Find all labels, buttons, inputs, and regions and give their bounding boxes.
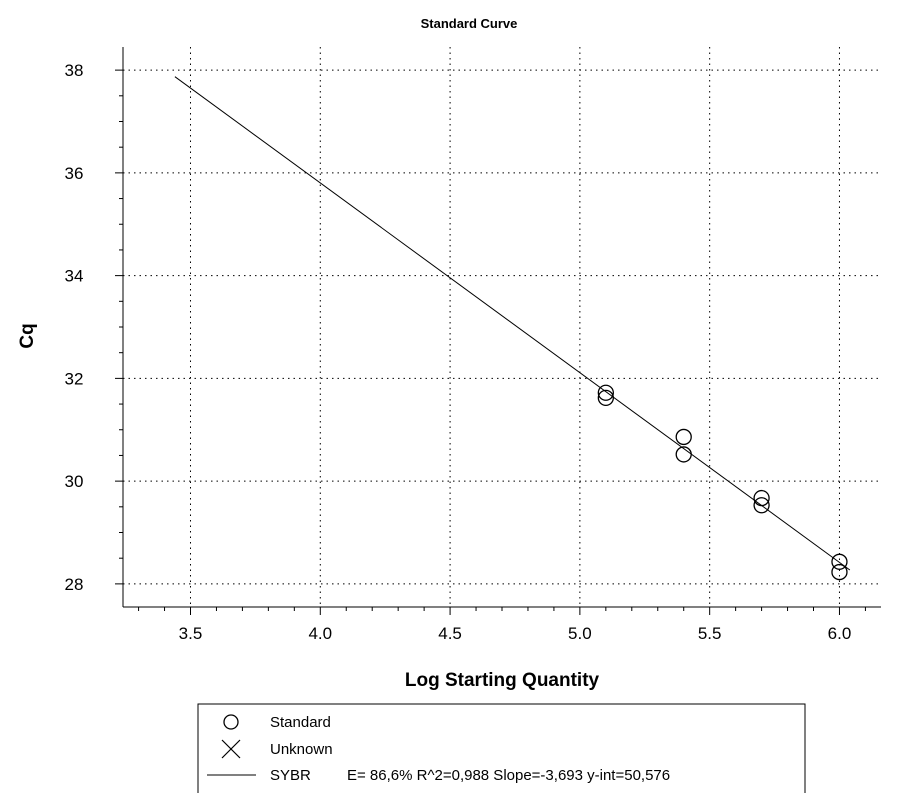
legend: Standard Unknown SYBR E= 86,6% R^2=0,988… <box>198 704 805 793</box>
y-tick-label: 36 <box>65 164 84 183</box>
standard-point <box>676 429 691 444</box>
legend-standard-label: Standard <box>270 714 331 731</box>
legend-unknown-label: Unknown <box>270 741 333 758</box>
standard-point <box>832 565 847 580</box>
x-tick-label: 6.0 <box>828 624 852 643</box>
regression-line <box>175 77 850 570</box>
y-axis-label: Cq <box>17 323 38 348</box>
x-axis-label: Log Starting Quantity <box>405 670 600 691</box>
legend-fit-name: SYBR <box>270 767 311 784</box>
data-points <box>598 385 847 579</box>
x-tick-label: 4.0 <box>308 624 332 643</box>
chart-title: Standard Curve <box>421 16 518 31</box>
y-tick-label: 32 <box>65 369 84 388</box>
grid-lines <box>123 47 881 607</box>
y-tick-label: 28 <box>65 575 84 594</box>
x-tick-label: 4.5 <box>438 624 462 643</box>
fit-line-layer <box>175 77 850 570</box>
y-tick-label: 34 <box>65 267 84 286</box>
x-tick-label: 5.5 <box>698 624 722 643</box>
y-tick-label: 30 <box>65 472 84 491</box>
x-tick-label: 5.0 <box>568 624 592 643</box>
x-tick-label: 3.5 <box>179 624 203 643</box>
legend-fit-stats: E= 86,6% R^2=0,988 Slope=-3,693 y-int=50… <box>347 767 670 784</box>
axes: 3.5 4.0 4.5 5.0 5.5 6.0 28 30 32 34 36 38 <box>65 47 881 643</box>
y-tick-label: 38 <box>65 61 84 80</box>
